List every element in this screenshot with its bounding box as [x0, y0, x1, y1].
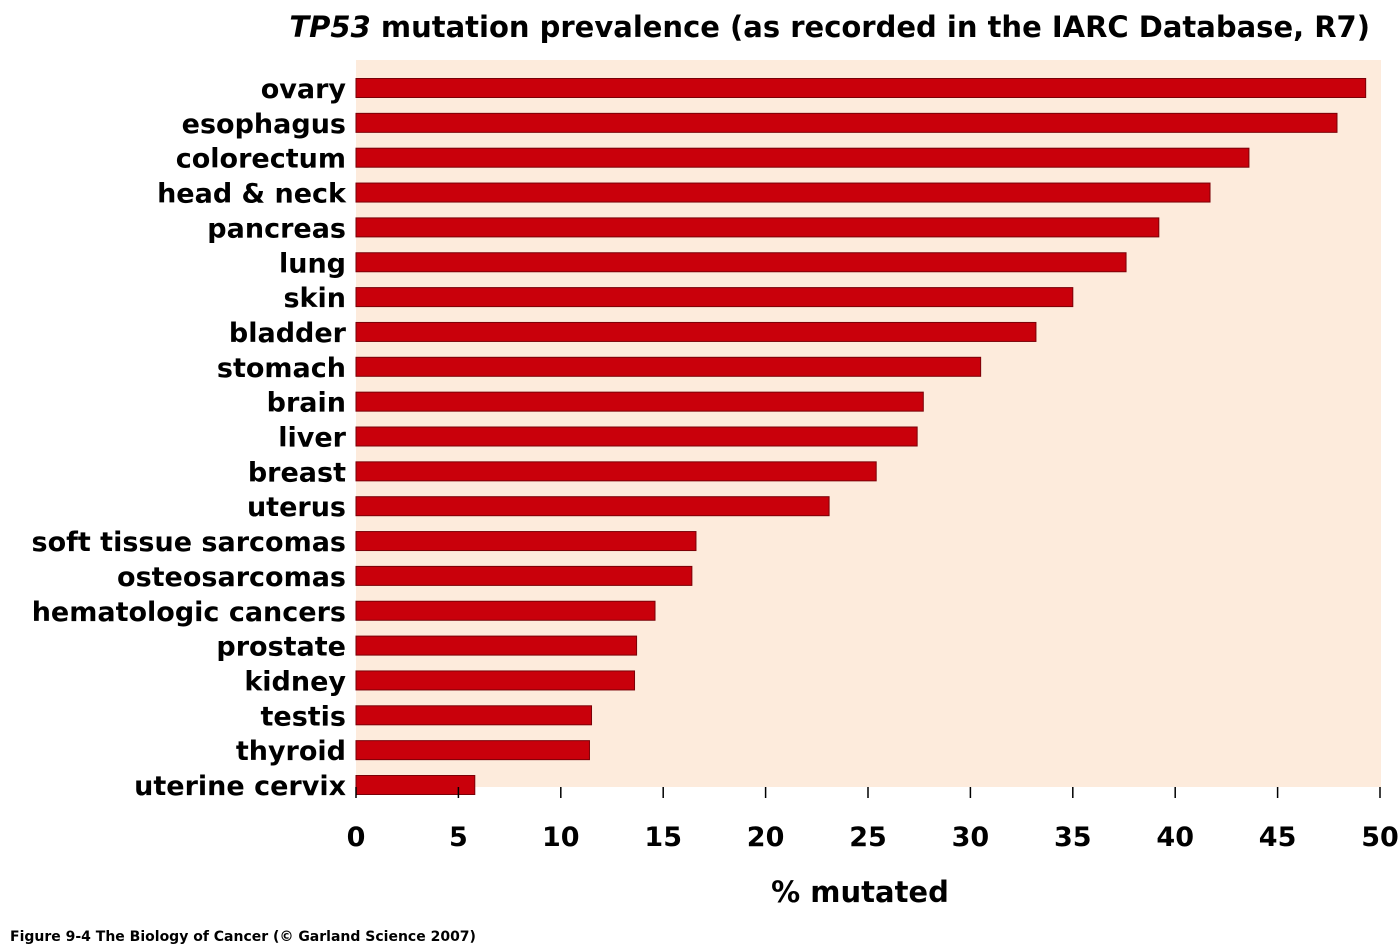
title-gene-name: TP53: [289, 10, 370, 44]
bar: [355, 496, 830, 517]
bar: [355, 635, 638, 656]
x-tick-label: 50: [1361, 822, 1399, 853]
category-label: prostate: [216, 632, 346, 663]
x-tick-label: 45: [1259, 822, 1297, 853]
category-label: pancreas: [207, 213, 346, 244]
category-label: testis: [260, 701, 346, 732]
category-label: ovary: [261, 74, 347, 105]
category-label: bladder: [229, 318, 347, 349]
bar: [355, 565, 693, 586]
x-tick-label: 15: [644, 822, 682, 853]
figure-caption: Figure 9-4 The Biology of Cancer (© Garl…: [10, 929, 476, 945]
category-label: brain: [267, 388, 346, 419]
bar: [355, 356, 982, 377]
category-label: soft tissue sarcomas: [32, 527, 347, 558]
bar: [355, 321, 1037, 342]
category-label: colorectum: [176, 144, 346, 175]
bars: [355, 78, 1367, 795]
category-label: kidney: [244, 666, 346, 697]
category-label: uterus: [247, 492, 346, 523]
bar: [355, 531, 697, 552]
x-tick-label: 40: [1156, 822, 1194, 853]
x-axis-ticks: 0 5 10 15 20 25 30 35 40 45 50: [347, 787, 1399, 853]
bar: [355, 252, 1127, 273]
category-label: liver: [278, 423, 346, 454]
bar: [355, 670, 636, 691]
category-label: esophagus: [182, 109, 346, 140]
category-label: thyroid: [236, 736, 346, 767]
plot-area: [356, 60, 1381, 787]
bar: [355, 391, 924, 412]
bar: [355, 78, 1367, 98]
category-label: skin: [283, 283, 346, 314]
category-label: uterine cervix: [134, 771, 346, 802]
bar: [355, 217, 1160, 238]
category-label: head & neck: [157, 179, 347, 210]
x-tick-label: 25: [849, 822, 887, 853]
title-rest: mutation prevalence (as recorded in the …: [371, 10, 1370, 44]
bar: [355, 705, 593, 726]
bar: [355, 740, 590, 761]
bar: [355, 112, 1338, 133]
category-label: osteosarcomas: [117, 562, 346, 593]
bar: [355, 461, 877, 482]
x-tick-label: 30: [952, 822, 990, 853]
x-tick-label: 0: [347, 822, 366, 853]
bar: [355, 600, 656, 621]
bar: [355, 147, 1250, 168]
bar: [355, 426, 918, 447]
x-tick-label: 10: [542, 822, 580, 853]
chart-title: TP53 mutation prevalence (as recorded in…: [289, 10, 1370, 44]
x-tick-label: 20: [747, 822, 785, 853]
category-label: hematologic cancers: [32, 597, 346, 628]
bar: [355, 287, 1074, 308]
category-label: lung: [279, 248, 346, 279]
category-label: breast: [248, 457, 346, 488]
x-axis-title: % mutated: [771, 875, 949, 909]
bar: [355, 775, 476, 795]
category-label: stomach: [217, 353, 346, 384]
category-labels: ovary esophagus colorectum head & neckpancr…: [32, 74, 348, 802]
bar: [355, 182, 1211, 203]
x-tick-label: 35: [1054, 822, 1092, 853]
x-tick-label: 5: [449, 822, 468, 853]
